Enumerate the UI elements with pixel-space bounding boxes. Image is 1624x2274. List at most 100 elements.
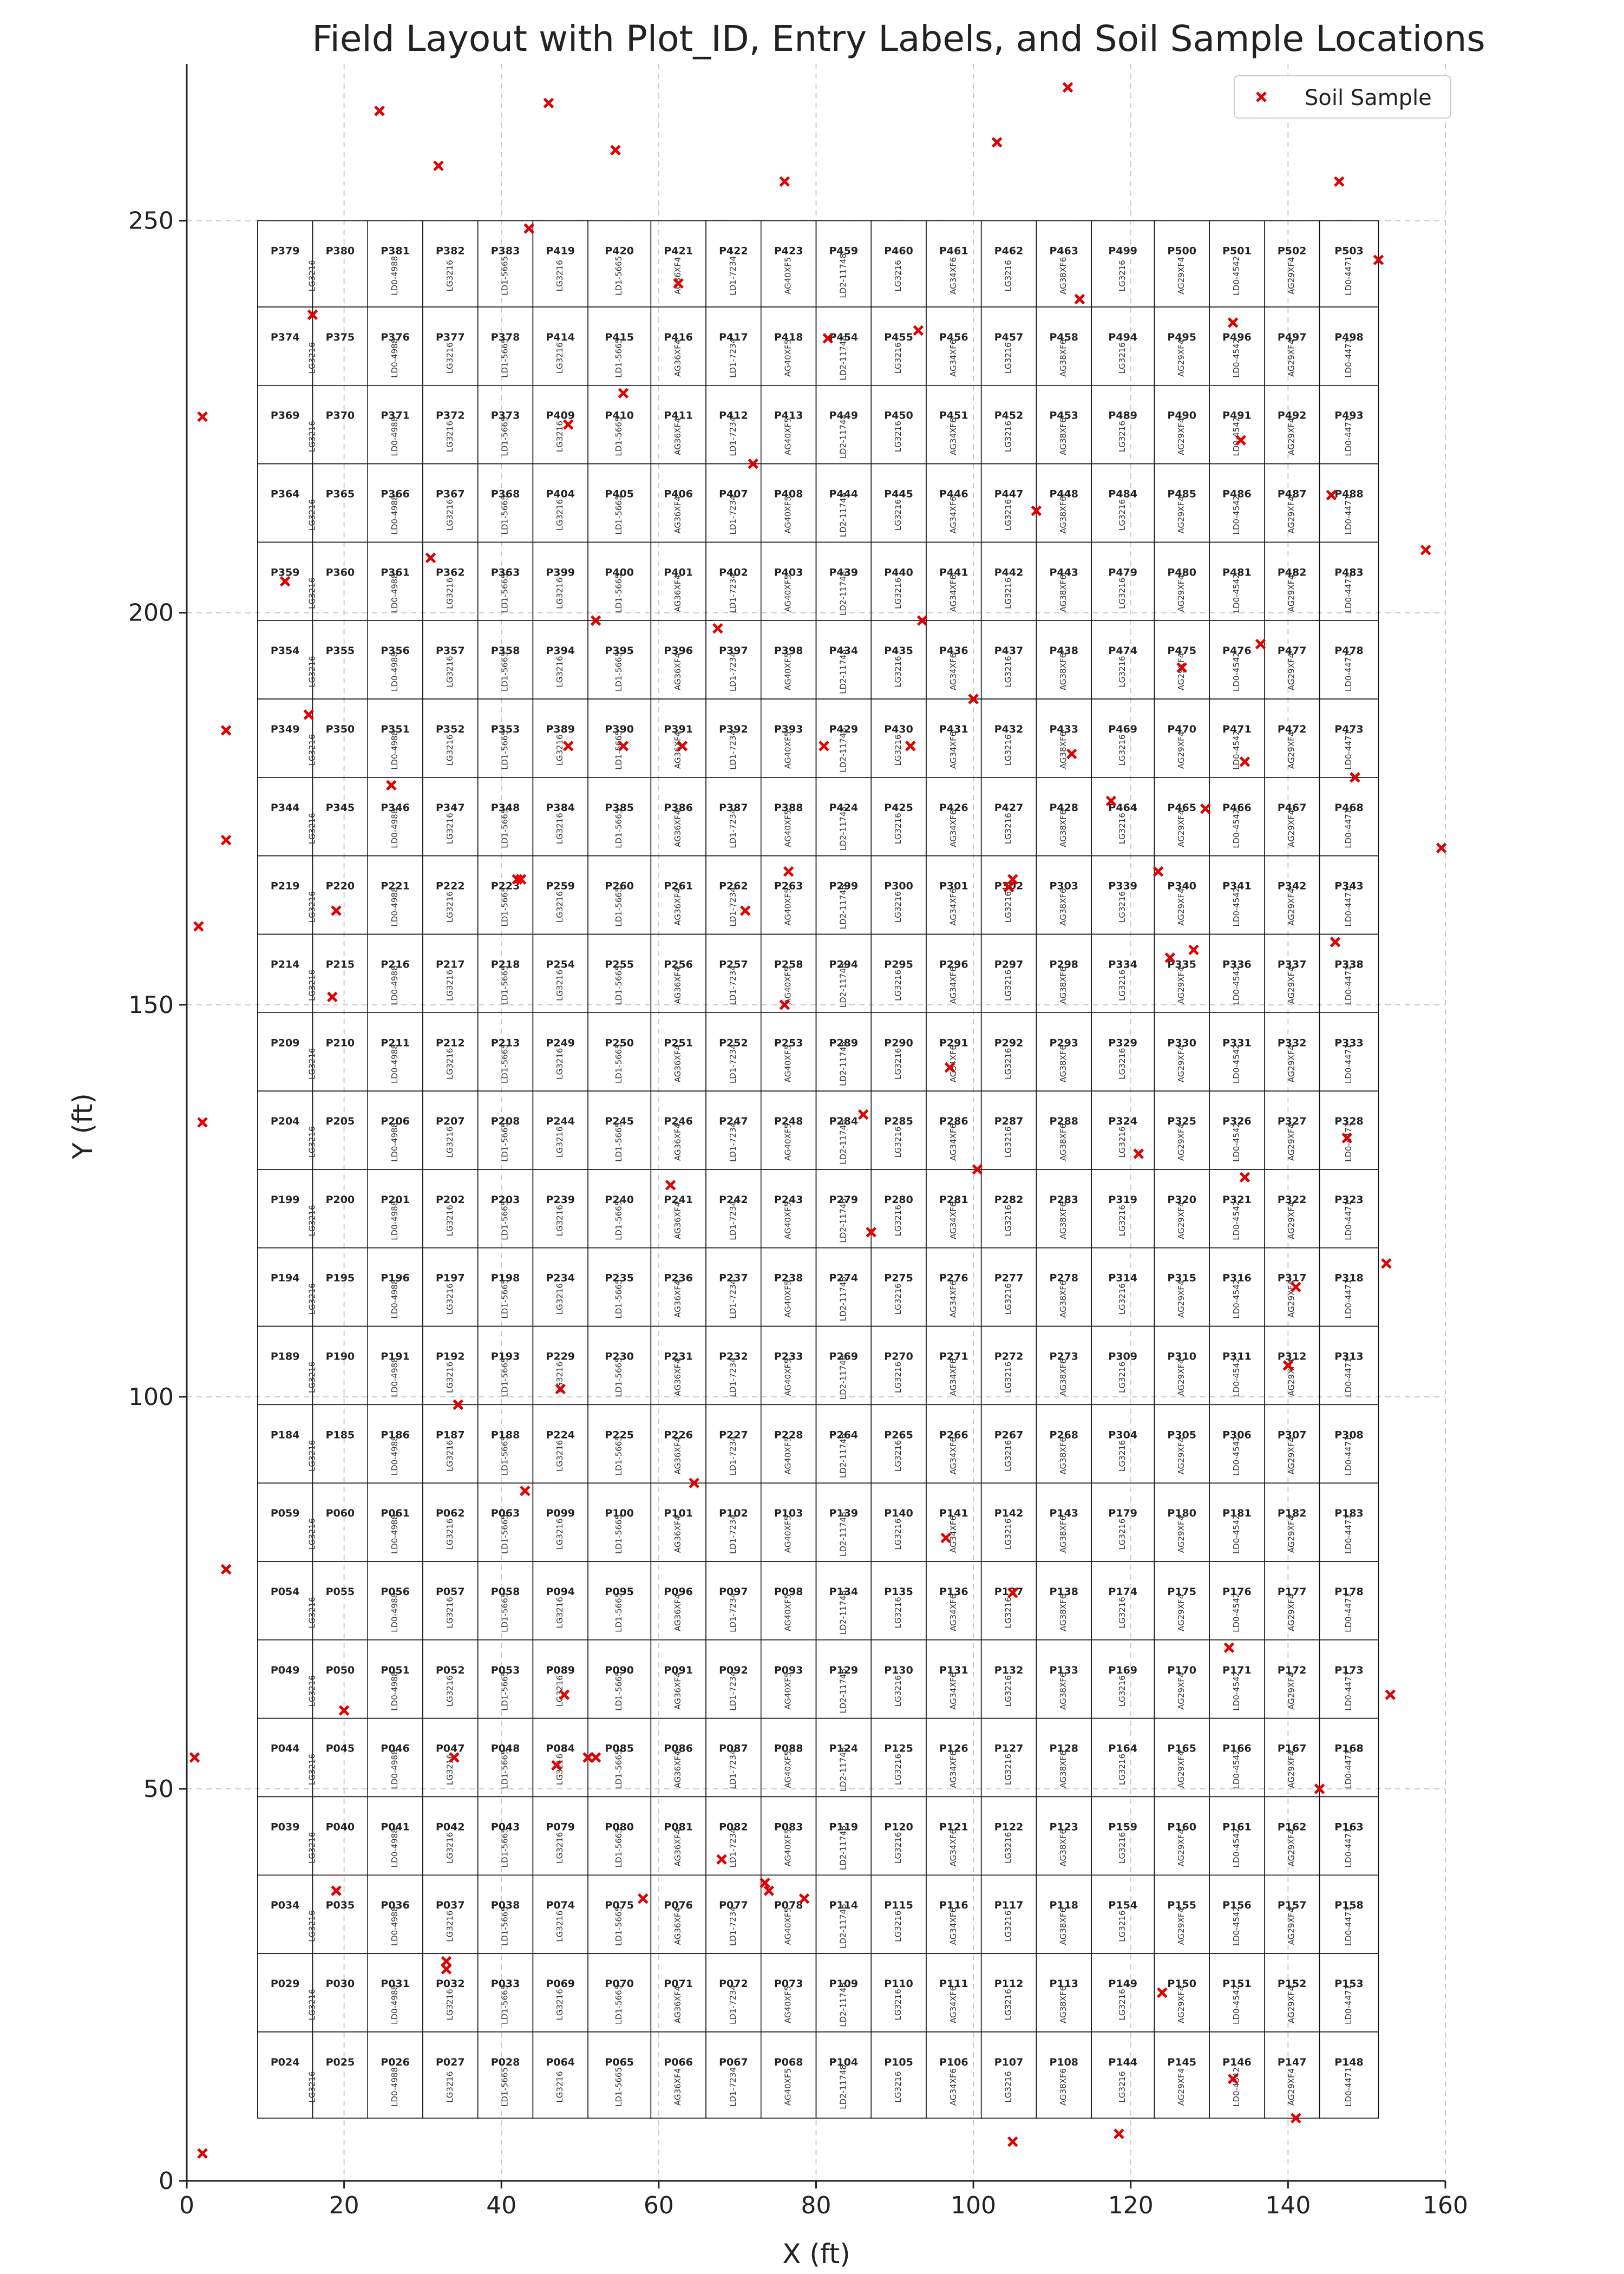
entry-label: LG3216 xyxy=(445,656,455,688)
soil-sample-stroke xyxy=(759,1877,770,1889)
entry-label: LD0-4471 xyxy=(1344,1201,1353,1240)
soil-sample-stroke xyxy=(972,1164,983,1175)
plot-id-label: P076 xyxy=(664,1899,693,1911)
entry-label: LG3216 xyxy=(893,499,903,531)
plot-id-label: P259 xyxy=(546,880,575,892)
entry-label: LG3216 xyxy=(893,1126,903,1158)
plot-id-label: P099 xyxy=(546,1507,575,1519)
plot-id-label: P281 xyxy=(939,1194,968,1206)
soil-sample-stroke xyxy=(523,223,534,234)
plot-id-label: P097 xyxy=(719,1586,748,1598)
entry-label: LG3216 xyxy=(1117,1754,1127,1785)
legend[interactable]: Soil Sample xyxy=(1234,75,1451,119)
entry-label: AG38XF6 xyxy=(1058,653,1068,690)
entry-label: LD0-4471 xyxy=(1344,1985,1353,2024)
entry-label: LD0-4471 xyxy=(1344,1279,1353,1319)
entry-label: LD0-4542 xyxy=(1232,1906,1241,1946)
soil-sample-stroke xyxy=(940,1532,952,1544)
plot-id-label: P340 xyxy=(1167,880,1196,892)
soil-sample-stroke xyxy=(991,137,1003,148)
entry-label: LD2-11748 xyxy=(838,336,848,381)
plot-id-label: P154 xyxy=(1108,1899,1137,1911)
plot-id-label: P133 xyxy=(1049,1664,1078,1676)
entry-label: AG29XF4 xyxy=(1176,2068,1186,2106)
plot-id-label: P272 xyxy=(994,1351,1024,1363)
entry-label: LD2-11748 xyxy=(838,414,848,459)
soil-sample-point xyxy=(1420,545,1431,556)
plot-id-label: P196 xyxy=(381,1272,410,1284)
soil-sample-stroke xyxy=(425,552,436,564)
entry-label: AG34XF6 xyxy=(948,1202,958,1239)
entry-label: AG34XF6 xyxy=(948,888,958,925)
plot-id-label: P361 xyxy=(381,566,410,578)
soil-sample-stroke xyxy=(551,1760,562,1771)
plot-id-label: P448 xyxy=(1049,488,1078,500)
entry-label: AG29XF4 xyxy=(1176,1202,1186,1239)
plot-id-label: P474 xyxy=(1108,645,1137,657)
plot-id-label: P316 xyxy=(1222,1272,1252,1284)
entry-label: AG36XF4 xyxy=(673,1123,683,1161)
entry-label: LD2-11748 xyxy=(838,885,848,930)
soil-sample-point xyxy=(386,780,397,791)
plot-id-label: P235 xyxy=(605,1272,634,1284)
plot-id-label: P435 xyxy=(884,645,913,657)
soil-sample-stroke xyxy=(913,325,924,336)
plot-id-label: P311 xyxy=(1222,1351,1252,1363)
legend-box xyxy=(1234,75,1451,119)
plot-id-label: P392 xyxy=(719,723,748,735)
entry-label: AG38XF6 xyxy=(1058,1045,1068,1082)
entry-label: AG29XF4 xyxy=(1287,731,1296,769)
entry-label: LD1-5665 xyxy=(500,1514,510,1554)
plot-id-label: P135 xyxy=(884,1586,913,1598)
entry-label: LG3216 xyxy=(445,1754,455,1785)
entry-label: LG3216 xyxy=(445,2071,455,2102)
entry-label: LD1-5665 xyxy=(614,1044,624,1083)
soil-sample-stroke xyxy=(968,694,979,704)
entry-label: LD1-7234 xyxy=(728,1828,738,1867)
plot-id-label: P242 xyxy=(719,1194,748,1206)
plot-id-label: P254 xyxy=(546,958,575,970)
plot-id-label: P320 xyxy=(1167,1194,1196,1206)
soil-sample-point xyxy=(822,333,834,344)
entry-label: AG40XF5 xyxy=(783,339,793,377)
plot-id-label: P489 xyxy=(1108,410,1137,422)
entry-label: LD1-7234 xyxy=(728,1514,738,1554)
entry-label: LD1-5665 xyxy=(614,2067,624,2107)
plot-id-label: P068 xyxy=(774,2056,803,2068)
plot-id-label: P403 xyxy=(774,566,803,578)
plot-id-label: P458 xyxy=(1049,331,1078,343)
soil-sample-stroke xyxy=(562,741,574,752)
entry-label: LD1-5665 xyxy=(500,1201,510,1240)
entry-label: AG40XF5 xyxy=(783,888,793,925)
plot-id-label: P213 xyxy=(491,1037,520,1049)
plot-id-label: P247 xyxy=(719,1115,748,1127)
soil-sample-stroke xyxy=(327,991,338,1003)
entry-label: LD1-5665 xyxy=(500,2067,510,2107)
entry-label: LG3216 xyxy=(555,1283,565,1315)
soil-sample-point xyxy=(1341,1133,1353,1143)
plot-id-label: P176 xyxy=(1222,1586,1252,1598)
entry-label: LG3216 xyxy=(893,1989,903,2020)
entry-label: LG3216 xyxy=(1004,1126,1013,1158)
plot-id-label: P142 xyxy=(994,1507,1024,1519)
soil-sample-stroke xyxy=(449,1752,460,1763)
plot-id-label: P369 xyxy=(271,410,300,422)
entry-label: LD2-11748 xyxy=(838,649,848,694)
plot-id-label: P167 xyxy=(1278,1743,1307,1755)
entry-label: LG3216 xyxy=(1117,1283,1127,1315)
plot-id-label: P456 xyxy=(939,331,968,343)
entry-label: LD0-4988 xyxy=(390,652,400,691)
entry-label: AG34XF6 xyxy=(948,418,958,455)
plot-id-label: P203 xyxy=(491,1194,520,1206)
plot-id-label: P139 xyxy=(829,1507,859,1519)
entry-label: LG3216 xyxy=(307,1205,317,1236)
plot-id-label: P103 xyxy=(774,1507,803,1519)
plot-id-label: P438 xyxy=(1049,645,1078,657)
soil-sample-point xyxy=(798,1893,810,1904)
entry-label: AG36XF4 xyxy=(673,1829,683,1866)
soil-sample-point xyxy=(555,1383,566,1395)
plot-id-label: P384 xyxy=(546,802,575,814)
entry-label: LD1-5665 xyxy=(500,417,510,456)
plot-id-label: P365 xyxy=(326,488,355,500)
soil-sample-stroke xyxy=(779,999,790,1010)
